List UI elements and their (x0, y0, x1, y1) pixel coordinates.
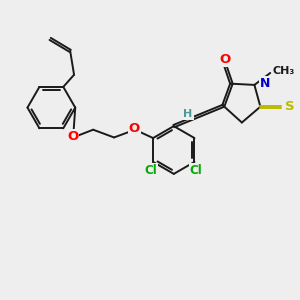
Text: H: H (184, 110, 193, 119)
Text: S: S (285, 100, 295, 113)
Text: N: N (260, 77, 270, 90)
Text: O: O (219, 53, 230, 66)
Text: Cl: Cl (144, 164, 157, 177)
Text: CH₃: CH₃ (273, 67, 295, 76)
Text: O: O (129, 122, 140, 135)
Text: Cl: Cl (190, 164, 202, 177)
Text: O: O (67, 130, 78, 143)
